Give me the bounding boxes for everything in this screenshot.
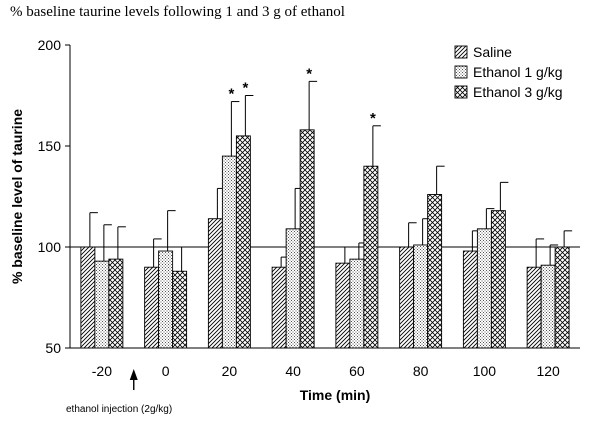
x-axis-label: Time (min) — [300, 387, 371, 403]
bar-ethanol-3-g-kg-0 — [172, 270, 188, 349]
legend-swatch — [454, 85, 468, 99]
bar-saline--20 — [80, 246, 96, 349]
bar-ethanol-3-g-kg--20 — [108, 258, 124, 349]
y-tick-label: 200 — [38, 37, 62, 53]
x-tick-label: 120 — [536, 363, 560, 379]
significance-marker: * — [306, 65, 312, 82]
y-axis-label: % baseline level of taurine — [9, 109, 25, 284]
bar-ethanol-1-g-kg-80 — [413, 244, 429, 349]
bar-ethanol-1-g-kg-0 — [158, 250, 174, 349]
x-tick-label: 100 — [473, 363, 497, 379]
annotation-text: ethanol injection (2g/kg) — [66, 404, 172, 415]
bar-ethanol-3-g-kg-120 — [554, 246, 570, 349]
bar-ethanol-3-g-kg-40 — [299, 129, 315, 349]
legend-label: Ethanol 3 g/kg — [473, 84, 563, 100]
bar-ethanol-3-g-kg-60 — [363, 165, 379, 349]
legend-swatch — [454, 45, 468, 59]
bar-saline-60 — [335, 262, 351, 349]
significance-marker: * — [228, 86, 234, 103]
x-tick-label: 0 — [162, 363, 170, 379]
bar-ethanol-1-g-kg-40 — [285, 228, 301, 349]
bar-saline-40 — [271, 266, 287, 349]
x-tick-label: 40 — [285, 363, 301, 379]
legend-label: Ethanol 1 g/kg — [473, 64, 563, 80]
bar-saline-80 — [399, 246, 415, 349]
bar-ethanol-1-g-kg-100 — [476, 228, 492, 349]
y-tick-label: 50 — [45, 340, 61, 356]
significance-marker: * — [370, 110, 376, 127]
legend-swatch — [454, 65, 468, 79]
x-tick-label: 80 — [413, 363, 429, 379]
x-tick-label: -20 — [92, 363, 112, 379]
bar-ethanol-1-g-kg-20 — [221, 155, 237, 349]
legend-label: Saline — [473, 44, 512, 60]
y-tick-label: 100 — [38, 239, 62, 255]
x-tick-label: 20 — [222, 363, 238, 379]
bar-saline-120 — [526, 266, 542, 349]
annotation-arrow-head — [129, 369, 138, 380]
bar-saline-100 — [462, 250, 478, 349]
bar-saline-20 — [207, 218, 223, 349]
y-tick-label: 150 — [38, 138, 62, 154]
bar-ethanol-1-g-kg-120 — [540, 264, 556, 349]
bar-ethanol-3-g-kg-100 — [490, 210, 506, 349]
significance-marker: * — [242, 80, 248, 97]
bar-ethanol-3-g-kg-20 — [235, 135, 251, 349]
bar-ethanol-3-g-kg-80 — [427, 194, 443, 349]
bar-ethanol-1-g-kg-60 — [349, 258, 365, 349]
bar-ethanol-1-g-kg--20 — [94, 260, 110, 349]
page-title: % baseline taurine levels following 1 an… — [10, 4, 345, 20]
x-tick-label: 60 — [349, 363, 365, 379]
bar-saline-0 — [144, 266, 160, 349]
